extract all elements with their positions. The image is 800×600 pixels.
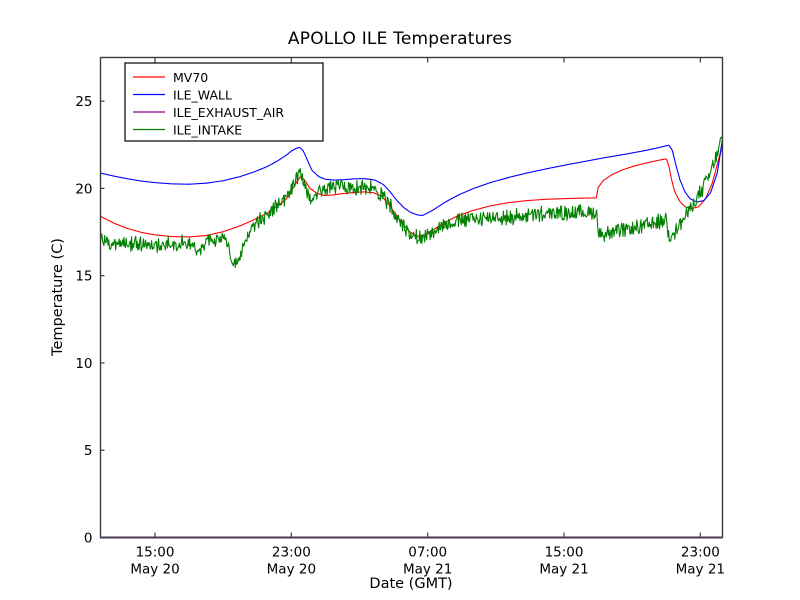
y-tick-label: 20 (75, 181, 92, 197)
y-tick-label: 5 (84, 443, 93, 459)
y-tick-label: 10 (75, 356, 92, 372)
x-tick-label-time: 15:00 (545, 545, 584, 561)
x-tick-label-time: 23:00 (272, 545, 311, 561)
y-tick-label: 0 (84, 531, 93, 547)
x-axis-title: Date (GMT) (369, 576, 452, 592)
legend-label-ile_wall: ILE_WALL (173, 88, 232, 103)
y-tick-label: 15 (75, 269, 92, 285)
x-tick-label-date: May 21 (539, 562, 588, 578)
series-line-mv70 (99, 145, 724, 238)
x-tick-label-date: May 20 (130, 562, 179, 578)
y-axis-title: Temperature (C) (50, 238, 66, 357)
chart-legend: MV70 ILE_WALL ILE_EXHAUST_AIR ILE_INTAKE (124, 62, 324, 142)
x-tick-label-time: 15:00 (136, 545, 175, 561)
y-tick-label: 25 (75, 94, 92, 110)
legend-label-mv70: MV70 (173, 70, 208, 85)
legend-label-ile_exhaust_air: ILE_EXHAUST_AIR (173, 105, 284, 120)
series-line-ile_wall (99, 138, 724, 216)
data-series-group (99, 135, 724, 539)
x-tick-label-date: May 21 (676, 562, 725, 578)
legend-label-ile_intake: ILE_INTAKE (173, 123, 242, 138)
x-tick-label-time: 07:00 (408, 545, 447, 561)
legend-box (124, 62, 324, 142)
page-title: APOLLO ILE Temperatures (287, 29, 513, 49)
x-tick-label-time: 23:00 (681, 545, 720, 561)
x-tick-label-date: May 21 (403, 562, 452, 578)
x-tick-label-date: May 20 (267, 562, 316, 578)
series-line-ile_intake (99, 135, 724, 269)
